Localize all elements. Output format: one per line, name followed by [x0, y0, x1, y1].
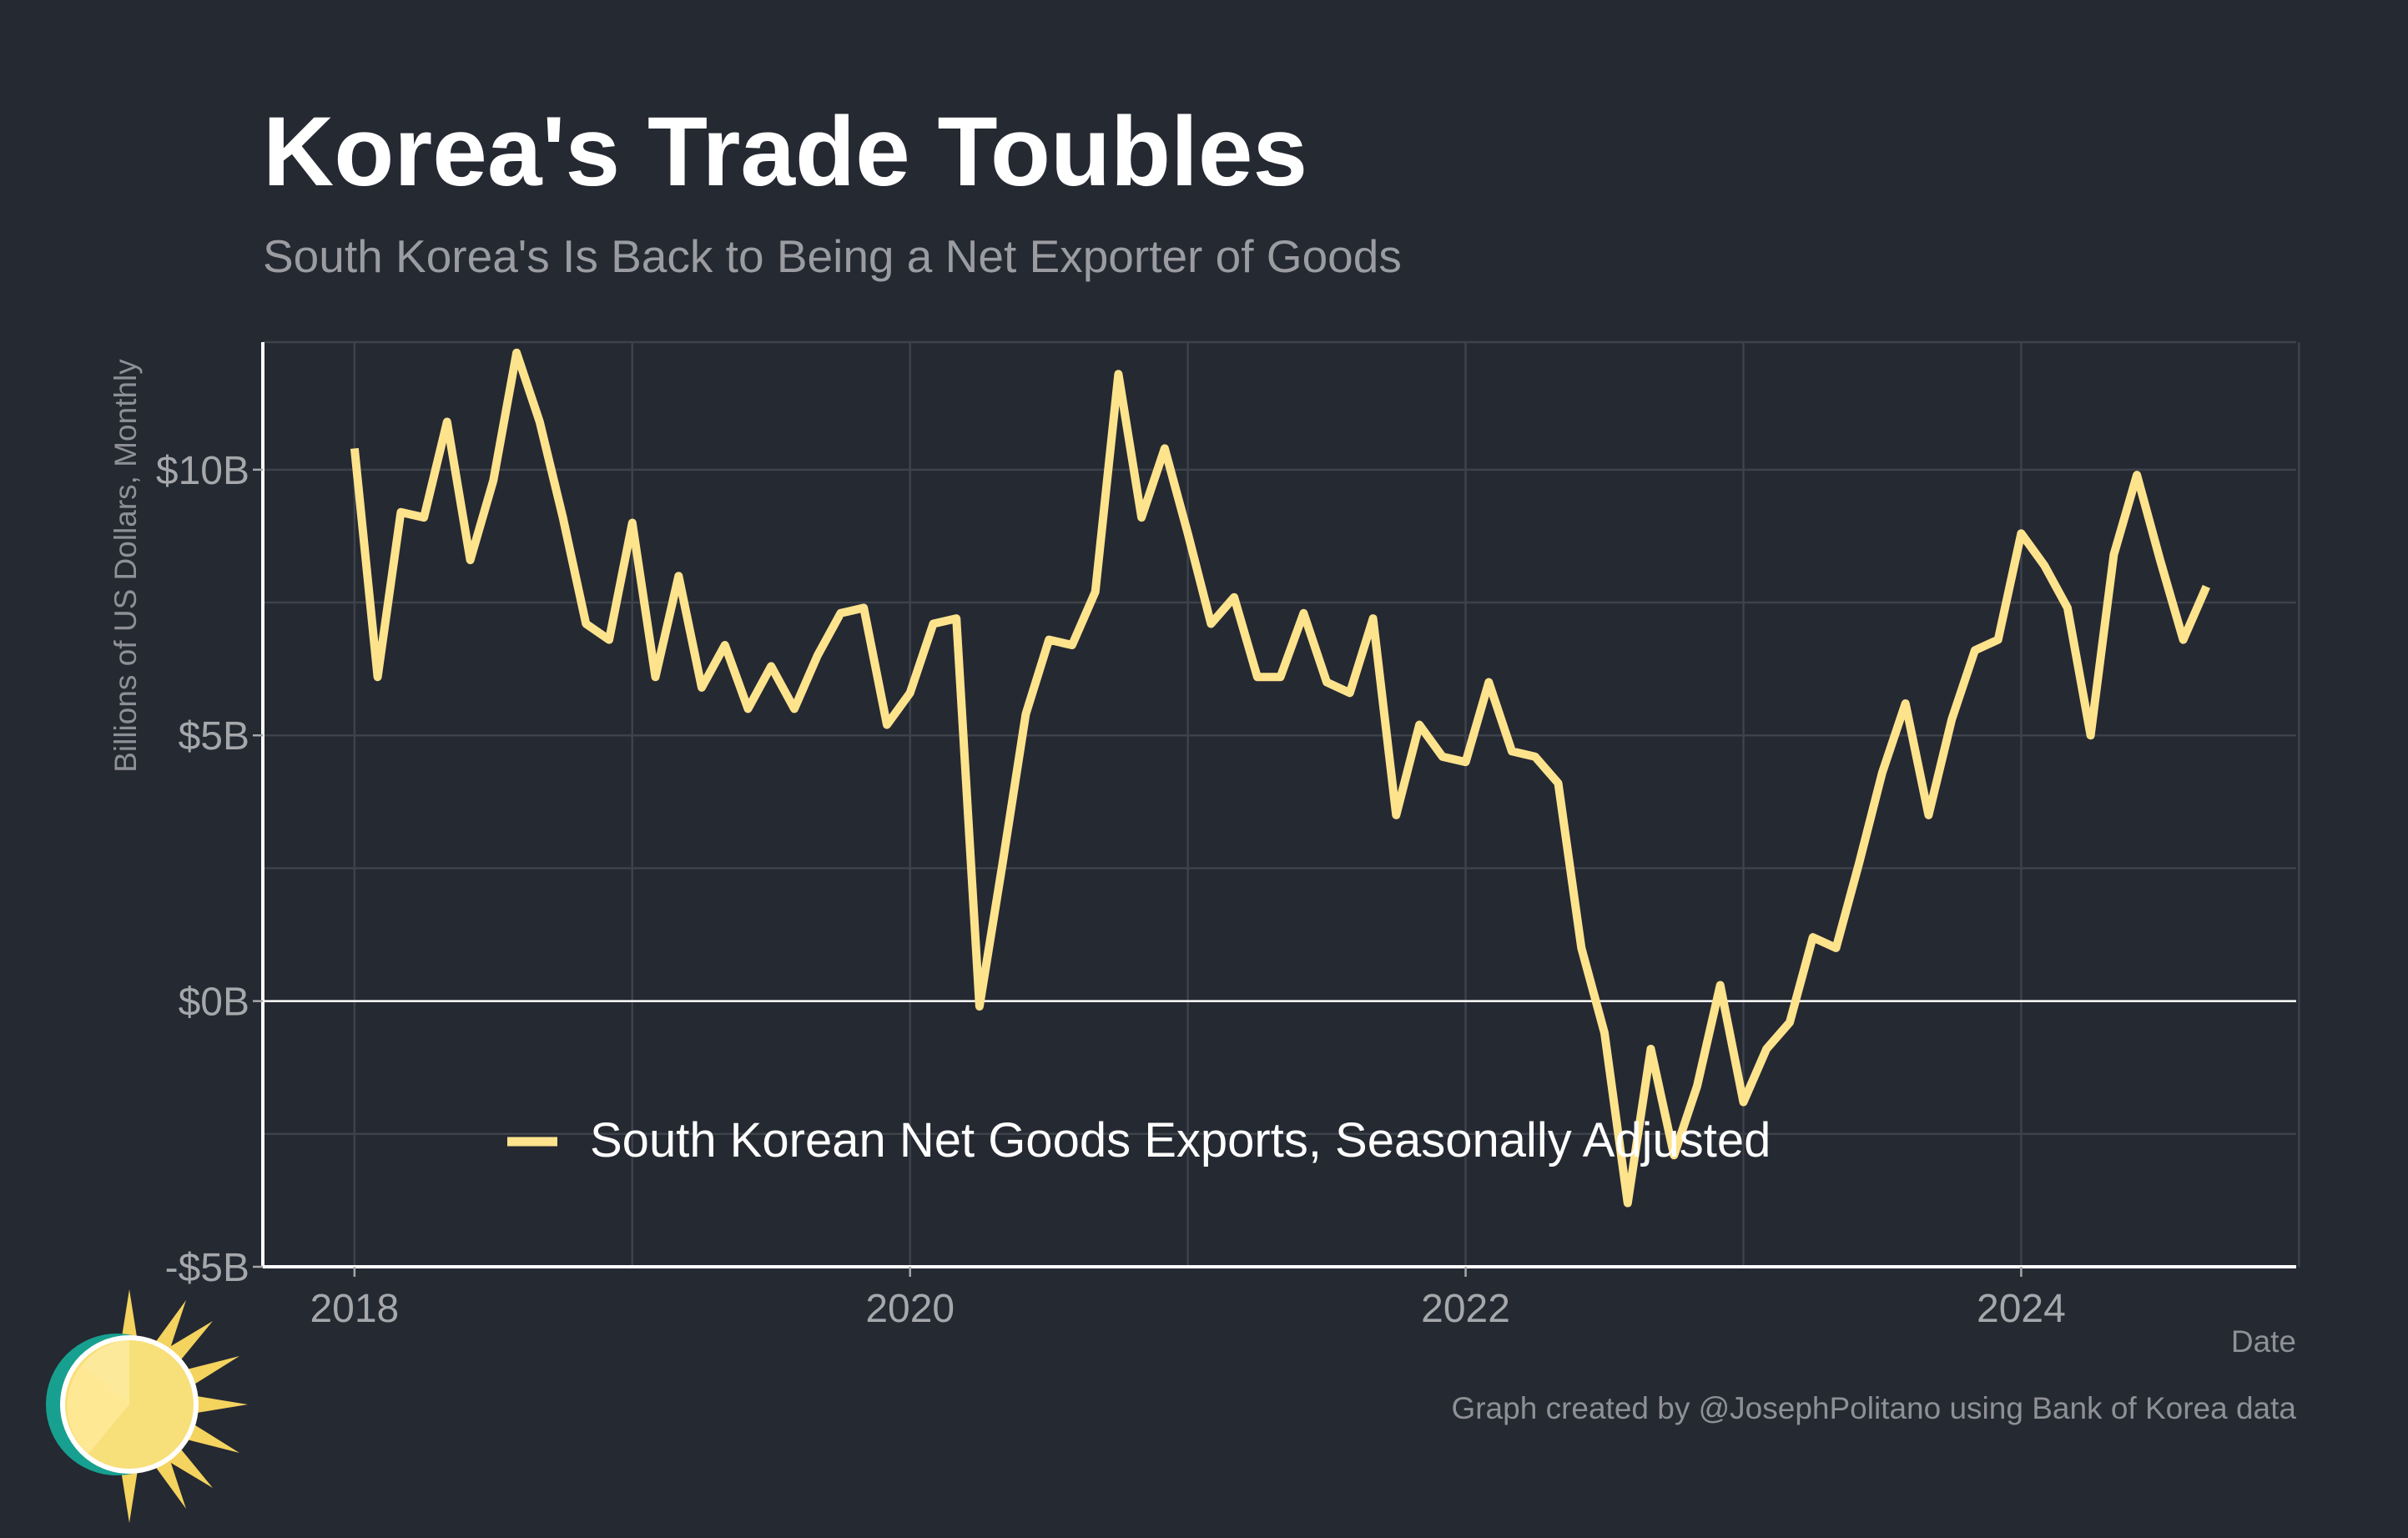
- x-tick-label: 2018: [310, 1287, 399, 1331]
- chart-title: Korea's Trade Toubles: [263, 97, 1307, 207]
- chart-subtitle: South Korea's Is Back to Being a Net Exp…: [263, 230, 1402, 282]
- x-axis-title: Date: [2231, 1324, 2296, 1359]
- x-axis-ticks: 2018 2020 2022 2024: [310, 1267, 2066, 1331]
- y-axis-title: Billions of US Dollars, Monthly: [108, 359, 143, 773]
- series-line: [350, 348, 2210, 1208]
- y-tick-label: -$5B: [165, 1246, 249, 1290]
- y-tick-label: $10B: [156, 449, 249, 493]
- y-tick-label: $0B: [179, 981, 249, 1025]
- source-caption: Graph created by @JosephPolitano using B…: [1451, 1391, 2296, 1425]
- legend: South Korean Net Goods Exports, Seasonal…: [507, 1113, 1771, 1167]
- x-tick-label: 2020: [865, 1287, 955, 1331]
- legend-label: South Korean Net Goods Exports, Seasonal…: [590, 1113, 1771, 1167]
- sun-logo-icon: [46, 1289, 248, 1523]
- y-tick-label: $5B: [179, 714, 249, 759]
- y-axis-ticks: -$5B $0B $5B $10B: [156, 449, 263, 1290]
- x-tick-label: 2022: [1421, 1287, 1510, 1331]
- x-tick-label: 2024: [1977, 1287, 2066, 1331]
- grid: [263, 340, 2300, 1268]
